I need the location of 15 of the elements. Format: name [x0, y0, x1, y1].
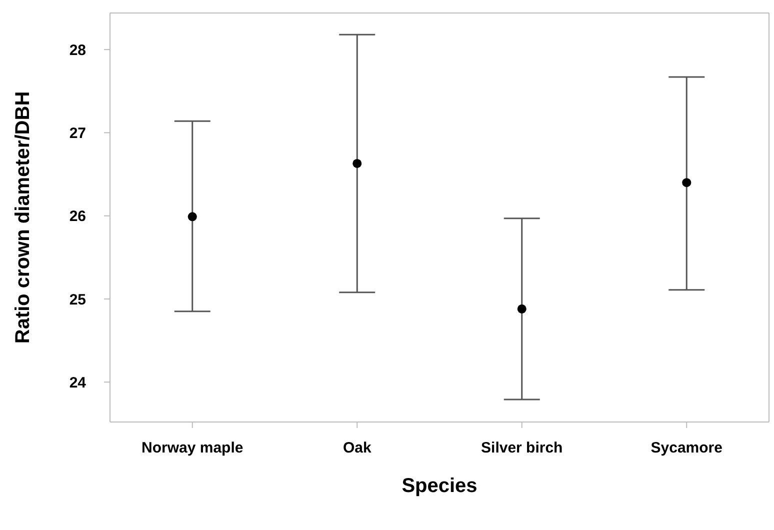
x-axis-title: Species — [402, 475, 478, 497]
x-tick-label: Norway maple — [142, 440, 244, 457]
x-tick-label: Oak — [342, 440, 372, 457]
point — [517, 304, 526, 314]
x-tick-label: Sycamore — [650, 440, 722, 457]
point — [682, 178, 692, 188]
y-tick-label: 28 — [69, 42, 86, 59]
x-tick-label: Silver birch — [481, 440, 563, 457]
y-tick-label: 26 — [69, 208, 86, 226]
y-tick-label: 25 — [69, 291, 86, 308]
y-tick-label: 24 — [69, 374, 87, 392]
y-axis-title: Ratio crown diameter/DBH — [12, 91, 34, 344]
y-tick-label: 27 — [69, 125, 86, 142]
point — [352, 158, 362, 168]
point — [188, 212, 197, 222]
